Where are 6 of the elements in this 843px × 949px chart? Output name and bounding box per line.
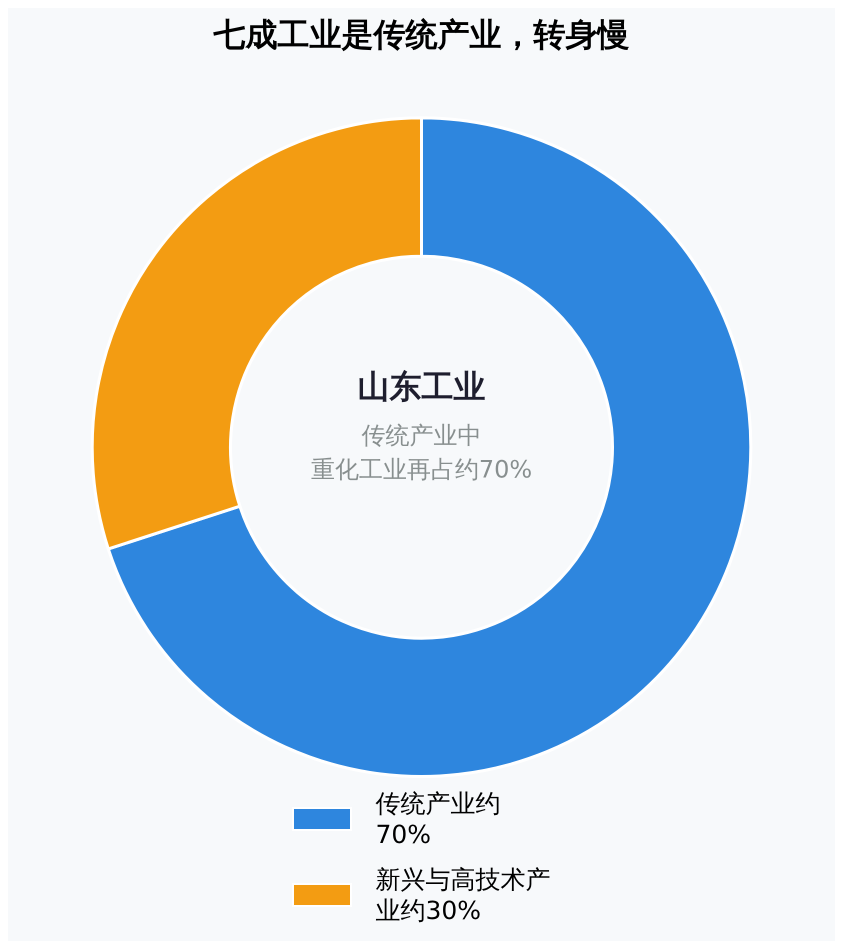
legend-label: 新兴与高技术产业约30% <box>376 864 552 926</box>
legend-label: 传统产业约70% <box>376 788 502 850</box>
text: 传统产业中 <box>362 421 482 450</box>
chart-title: 七成工业是传统产业，转身慢 <box>212 16 630 54</box>
text: 重化工业再占约70% <box>310 455 532 484</box>
text: 山东工业 <box>358 368 486 406</box>
